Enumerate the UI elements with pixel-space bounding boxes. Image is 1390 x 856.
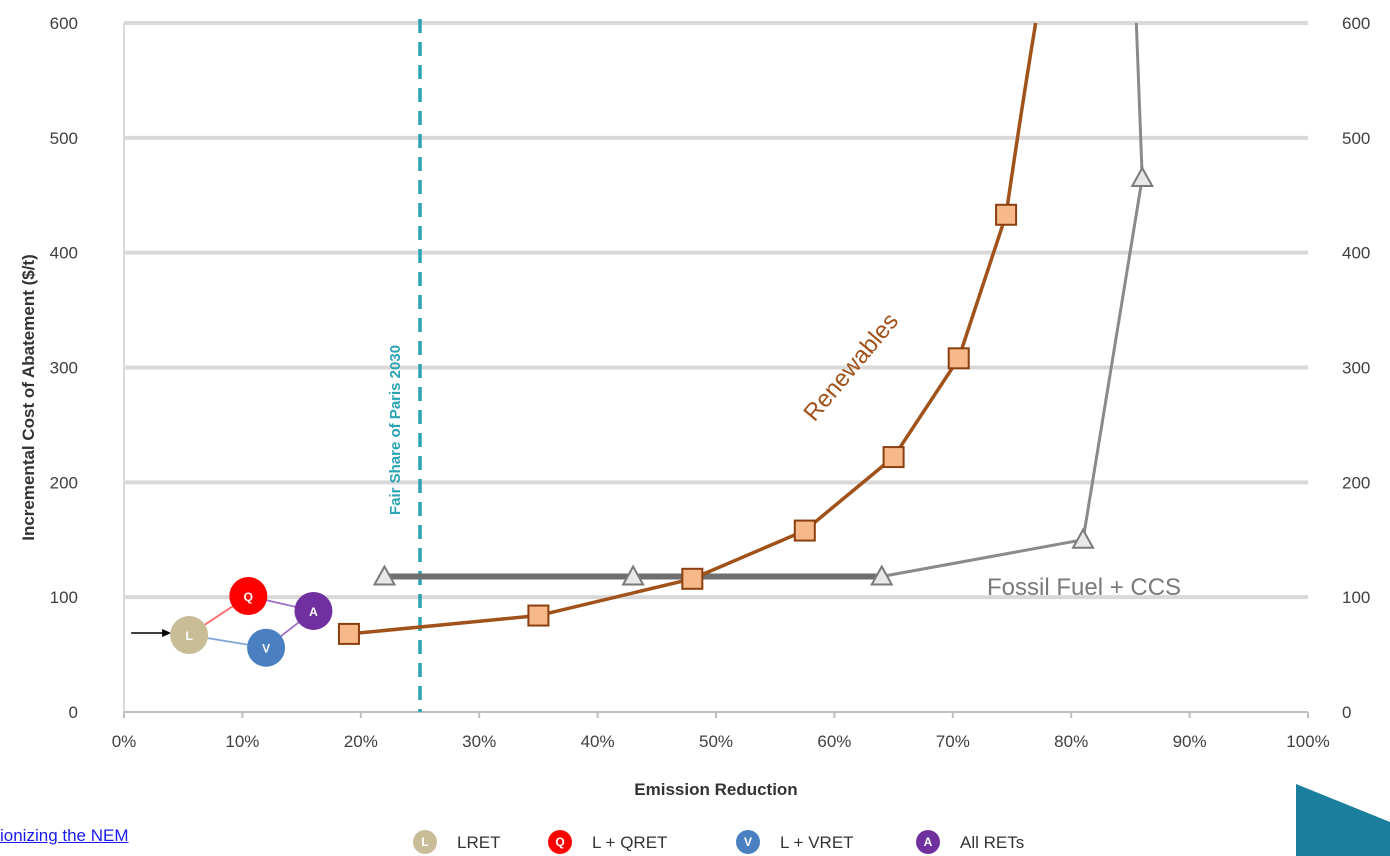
fossil-ccs-marker-4 — [1130, 165, 1154, 188]
fair-share-reference-line: Fair Share of Paris 2030 — [387, 19, 422, 712]
legend-symbol-Q — [548, 830, 572, 854]
legend-symbol-letter-L: L — [421, 835, 428, 849]
ret-scenarios: L Q V A — [131, 577, 333, 667]
x-tick-60: 60% — [817, 732, 851, 751]
y-tick-labels-right: 0 100 200 300 400 500 600 — [1342, 14, 1370, 722]
fossil-ccs-series — [372, 22, 1154, 586]
y-tick-left-100: 100 — [50, 588, 78, 607]
x-tick-10: 10% — [225, 732, 259, 751]
x-tick-70: 70% — [936, 732, 970, 751]
legend-symbol-L — [413, 830, 437, 854]
axes — [123, 23, 1309, 718]
ret-bubble-letter-L: L — [185, 629, 192, 643]
y-tick-left-500: 500 — [50, 129, 78, 148]
renewables-marker-3 — [793, 519, 816, 542]
fossil-ccs-marker-3 — [1071, 527, 1095, 549]
x-tick-100: 100% — [1286, 732, 1329, 751]
ret-bubble-V — [247, 628, 286, 667]
renewables-marker-0 — [337, 622, 360, 645]
x-tick-90: 90% — [1173, 732, 1207, 751]
legend-symbol-V — [736, 830, 760, 854]
x-tick-30: 30% — [462, 732, 496, 751]
renewables-marker-6 — [995, 203, 1018, 226]
y-tick-right-0: 0 — [1342, 703, 1351, 722]
legend-symbol-letter-V: V — [744, 835, 752, 849]
y-axis-title: Incremental Cost of Abatement ($/t) — [19, 254, 38, 541]
legend-label-A: All RETs — [960, 833, 1024, 852]
renewables-marker-5 — [947, 347, 970, 370]
y-tick-left-600: 600 — [50, 14, 78, 33]
ret-bubble-Q — [229, 577, 268, 616]
y-tick-right-300: 300 — [1342, 359, 1370, 378]
ret-bubble-letter-V: V — [262, 642, 270, 656]
gridlines — [124, 21, 1308, 600]
x-tick-80: 80% — [1054, 732, 1088, 751]
renewables-marker-2 — [681, 567, 704, 590]
x-tick-50: 50% — [699, 732, 733, 751]
corner-accent-shape — [1296, 784, 1390, 856]
y-tick-right-500: 500 — [1342, 129, 1370, 148]
x-tick-0: 0% — [112, 732, 137, 751]
fossil-ccs-marker-0 — [372, 564, 397, 586]
legend: L LRET Q L + QRET V L + VRET A All RETs — [413, 830, 1024, 854]
legend-symbol-letter-A: A — [924, 835, 933, 849]
renewables-line — [348, 22, 1038, 636]
x-tick-labels: 0% 10% 20% 30% 40% 50% 60% 70% 80% 90% 100% — [112, 732, 1330, 751]
y-tick-labels-left: 0 100 200 300 400 500 600 — [50, 14, 78, 722]
ret-bubble-A — [294, 591, 333, 630]
x-axis-title: Emission Reduction — [634, 780, 797, 799]
legend-label-L: LRET — [457, 833, 500, 852]
renewables-marker-4 — [882, 446, 905, 469]
fossil-ccs-label: Fossil Fuel + CCS — [987, 574, 1181, 601]
fossil-ccs-line — [384, 22, 1144, 578]
y-tick-right-400: 400 — [1342, 244, 1370, 263]
y-tick-right-200: 200 — [1342, 473, 1370, 492]
footer-link[interactable]: ionizing the NEM — [0, 826, 129, 845]
renewables-series — [337, 22, 1038, 645]
renewables-marker-1 — [527, 604, 550, 627]
y-tick-right-100: 100 — [1342, 588, 1370, 607]
y-tick-left-400: 400 — [50, 244, 78, 263]
legend-label-V: L + VRET — [780, 833, 854, 852]
fossil-ccs-marker-2 — [870, 564, 894, 586]
y-tick-left-200: 200 — [50, 473, 78, 492]
ret-bubble-letter-A: A — [309, 605, 318, 619]
y-tick-left-0: 0 — [69, 703, 78, 722]
fair-share-label: Fair Share of Paris 2030 — [387, 345, 404, 515]
y-tick-left-300: 300 — [50, 359, 78, 378]
ret-bubble-L — [170, 616, 209, 655]
x-tick-20: 20% — [344, 732, 378, 751]
legend-symbol-letter-Q: Q — [555, 835, 564, 849]
ret-bubble-letter-Q: Q — [244, 590, 253, 604]
y-tick-right-600: 600 — [1342, 14, 1370, 33]
legend-symbol-A — [916, 830, 940, 854]
fossil-ccs-marker-1 — [621, 564, 645, 586]
ret-input-arrowhead — [162, 629, 172, 638]
legend-label-Q: L + QRET — [592, 833, 667, 852]
x-tick-40: 40% — [581, 732, 615, 751]
